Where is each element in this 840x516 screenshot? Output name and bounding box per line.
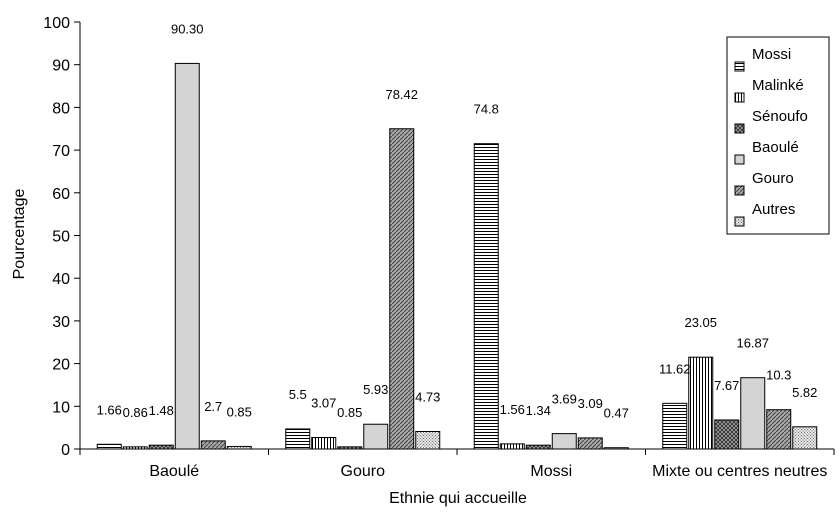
- bar: [577, 437, 603, 450]
- y-tick-label: 100: [43, 15, 70, 32]
- x-axis: Baoulé Gouro Mossi Mixte ou centres neutres: [79, 448, 835, 480]
- y-tick-label: 50: [52, 229, 70, 246]
- bar: [415, 430, 441, 450]
- data-label: 2.7: [204, 399, 222, 414]
- bar: [96, 443, 122, 450]
- data-label: 1.66: [97, 402, 122, 417]
- bar: [148, 444, 174, 450]
- data-label: 4.73: [415, 389, 440, 404]
- bar: [363, 423, 389, 450]
- data-label: 0.85: [337, 405, 362, 420]
- x-tick-label: Gouro: [341, 463, 386, 480]
- y-axis-title: Pourcentage: [11, 189, 28, 280]
- data-label: 5.82: [792, 385, 817, 400]
- legend-label: Mossi: [752, 46, 791, 63]
- bar: [389, 128, 415, 450]
- bar: [226, 445, 252, 450]
- data-label: 90.30: [171, 21, 204, 36]
- bar: [688, 356, 714, 450]
- data-label: 5.5: [289, 387, 307, 402]
- data-label: 16.87: [736, 336, 769, 351]
- bar: [603, 447, 629, 450]
- y-tick-label: 70: [52, 143, 70, 160]
- legend-swatch: [734, 123, 745, 134]
- legend-label: Baoulé: [752, 139, 799, 156]
- bar: [740, 377, 766, 450]
- y-tick-label: 90: [52, 58, 70, 75]
- legend-label: Gouro: [752, 170, 794, 187]
- y-tick-label: 30: [52, 314, 70, 331]
- bar: [525, 444, 551, 450]
- bar: [337, 446, 363, 450]
- bar: [285, 428, 311, 450]
- legend-label: Sénoufo: [752, 108, 808, 125]
- data-label: 78.42: [385, 87, 418, 102]
- data-label: 0.85: [227, 404, 252, 419]
- data-label: 3.69: [552, 392, 577, 407]
- x-tick-label: Mixte ou centres neutres: [652, 463, 827, 480]
- data-label: 74.8: [474, 102, 499, 117]
- data-label: 1.48: [149, 403, 174, 418]
- y-tick-label: 80: [52, 100, 70, 117]
- data-label: 0.47: [604, 406, 629, 421]
- bar: [551, 433, 577, 450]
- bar: [174, 62, 200, 450]
- data-label: 10.3: [766, 368, 791, 383]
- y-tick-label: 10: [52, 399, 70, 416]
- bar: [766, 409, 792, 450]
- data-label: 3.07: [311, 395, 336, 410]
- y-axis: 0 10 20 30 40 50 60 70 80 90 100: [43, 15, 81, 459]
- bar: [792, 426, 818, 450]
- x-axis-title: Ethnie qui accueille: [389, 490, 527, 507]
- y-tick-label: 20: [52, 357, 70, 374]
- x-tick-label: Baoulé: [149, 463, 199, 480]
- bars: [96, 62, 818, 450]
- bar: [311, 436, 337, 450]
- bar: [122, 446, 148, 450]
- legend: Mossi Malinké Sénoufo Baoulé Gouro Autres: [726, 36, 830, 235]
- legend-swatch: [734, 154, 745, 165]
- y-tick-label: 60: [52, 186, 70, 203]
- bar: [499, 443, 525, 450]
- data-labels: 1.66 5.5 74.8 11.62 0.86 3.07 1.56 23.05 1.48 0.8…: [97, 21, 818, 420]
- data-label: 11.62: [659, 361, 691, 376]
- data-label: 1.34: [526, 403, 551, 418]
- y-tick-label: 0: [61, 442, 70, 459]
- legend-swatch: [734, 92, 745, 103]
- bar: [200, 440, 226, 450]
- legend-label: Autres: [752, 201, 795, 218]
- y-tick-label: 40: [52, 271, 70, 288]
- data-label: 5.93: [363, 382, 388, 397]
- bar: [662, 402, 688, 450]
- legend-label: Malinké: [752, 77, 804, 94]
- legend-swatch: [734, 185, 745, 196]
- x-tick-label: Mossi: [530, 463, 572, 480]
- bar: [473, 143, 499, 450]
- legend-swatch: [734, 61, 745, 72]
- data-label: 3.09: [578, 396, 603, 411]
- data-label: 0.86: [123, 405, 148, 420]
- bar: [714, 419, 740, 450]
- data-label: 23.05: [684, 315, 717, 330]
- data-label: 7.67: [714, 378, 739, 393]
- legend-swatch: [734, 216, 745, 227]
- data-label: 1.56: [500, 402, 525, 417]
